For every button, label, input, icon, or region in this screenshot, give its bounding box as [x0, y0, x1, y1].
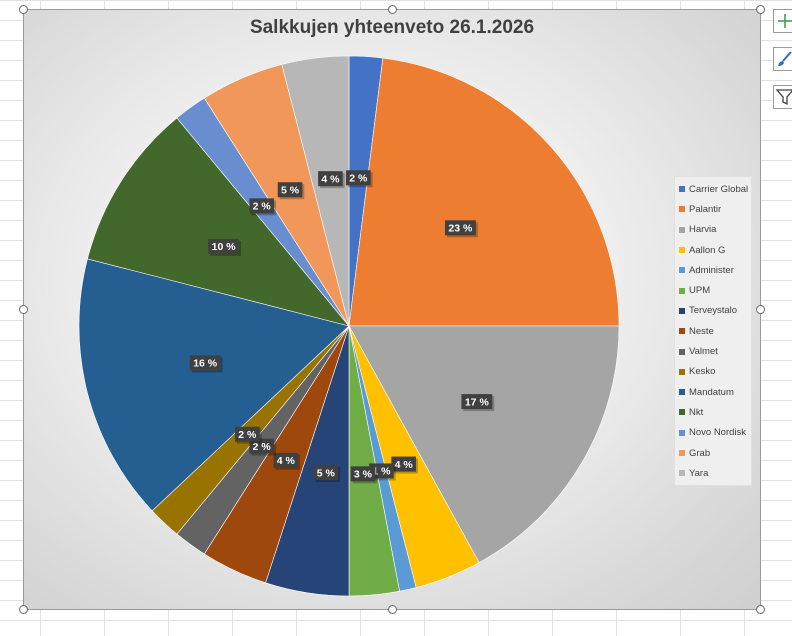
data-label-aallon-g[interactable]: 4 %	[391, 456, 418, 474]
legend-item-grab[interactable]: Grab	[679, 443, 751, 463]
legend-swatch	[679, 328, 685, 335]
legend-swatch	[679, 429, 685, 436]
legend-label: Aallon G	[689, 244, 726, 256]
data-label-harvia[interactable]: 17 %	[461, 394, 495, 412]
legend-swatch	[679, 409, 685, 416]
legend-swatch	[679, 368, 685, 375]
legend-item-yara[interactable]: Yara	[679, 463, 751, 483]
legend-label: Valmet	[689, 346, 718, 358]
data-label-mandatum[interactable]: 16 %	[189, 355, 223, 373]
legend-label: Yara	[689, 467, 709, 479]
legend-swatch	[679, 186, 685, 193]
legend-item-harvia[interactable]: Harvia	[679, 220, 751, 240]
legend-item-neste[interactable]: Neste	[679, 321, 751, 341]
data-label-kesko[interactable]: 2 %	[235, 426, 262, 444]
legend-swatch	[679, 226, 685, 233]
legend-swatch	[679, 389, 685, 396]
paintbrush-icon	[778, 51, 792, 66]
legend-label: Mandatum	[689, 386, 734, 398]
legend-label: Neste	[689, 325, 714, 337]
legend-label: Administer	[689, 264, 734, 276]
legend-swatch	[679, 450, 685, 456]
legend-label: Terveystalo	[689, 305, 738, 317]
legend-item-upm[interactable]: UPM	[679, 280, 751, 300]
legend-label: Palantir	[689, 203, 722, 215]
pie-slices	[78, 55, 620, 597]
data-label-terveystalo[interactable]: 5 %	[313, 465, 341, 483]
legend-item-carrier-global[interactable]: Carrier Global	[679, 179, 751, 199]
resize-handle-bottom-left[interactable]	[19, 605, 28, 614]
pie-slice-palantir[interactable]	[348, 57, 620, 327]
svg-text:2 %: 2 %	[349, 173, 368, 185]
svg-text:3 %: 3 %	[354, 469, 373, 481]
svg-text:2 %: 2 %	[253, 441, 272, 453]
legend-label: Carrier Global	[689, 183, 749, 195]
chart-legend[interactable]: Carrier Global Palantir Harvia Aallon G Admi…	[674, 176, 752, 487]
data-label-valmet[interactable]: 2 %	[249, 438, 277, 456]
legend-label: Grab	[689, 447, 711, 459]
funnel-icon	[775, 89, 792, 106]
svg-text:23 %: 23 %	[448, 223, 473, 235]
svg-text:4 %: 4 %	[277, 455, 296, 467]
svg-text:16 %: 16 %	[193, 358, 218, 370]
legend-item-valmet[interactable]: Valmet	[679, 341, 751, 361]
data-label-yara[interactable]: 4 %	[318, 171, 345, 189]
chart-elements-button[interactable]	[773, 9, 792, 33]
resize-handle-top[interactable]	[388, 5, 397, 14]
svg-text:1 %: 1 %	[372, 466, 391, 478]
chart-title[interactable]: Salkkujen yhteenveto 26.1.2026	[249, 17, 535, 38]
legend-label: Kesko	[689, 366, 716, 378]
data-label-nkt[interactable]: 10 %	[208, 238, 242, 256]
legend-label: Nkt	[689, 406, 704, 418]
svg-text:10 %: 10 %	[212, 241, 237, 253]
pie-slice-nkt[interactable]	[87, 117, 350, 327]
data-labels: 2 %23 %17 %4 %1 %3 %5 %4 %2 %2 %16 %10 %…	[189, 170, 495, 484]
legend-swatch	[679, 267, 685, 274]
data-label-novo-nordisk[interactable]: 2 %	[249, 198, 277, 216]
legend-swatch	[679, 247, 685, 254]
resize-handle-bottom[interactable]	[388, 605, 397, 614]
legend-swatch	[679, 307, 685, 314]
legend-item-mandatum[interactable]: Mandatum	[679, 382, 751, 402]
chart-styles-button[interactable]	[773, 47, 792, 71]
svg-text:2 %: 2 %	[238, 429, 257, 441]
plus-icon	[778, 14, 792, 28]
legend-item-kesko[interactable]: Kesko	[679, 362, 751, 382]
data-label-grab[interactable]: 5 %	[277, 182, 305, 200]
resize-handle-bottom-right[interactable]	[756, 605, 765, 614]
legend-swatch	[679, 206, 685, 213]
svg-text:2 %: 2 %	[253, 201, 272, 213]
svg-text:4 %: 4 %	[321, 173, 340, 185]
legend-item-novo-nordisk[interactable]: Novo Nordisk	[679, 423, 751, 443]
data-label-carrier-global[interactable]: 2 %	[346, 170, 373, 188]
legend-item-administer[interactable]: Administer	[679, 260, 751, 280]
svg-text:4 %: 4 %	[395, 459, 414, 471]
legend-swatch	[679, 287, 685, 294]
svg-text:17 %: 17 %	[465, 396, 490, 408]
chart-filters-button[interactable]	[773, 85, 792, 109]
data-label-palantir[interactable]: 23 %	[444, 220, 478, 238]
pie-slice-yara[interactable]	[281, 55, 350, 327]
legend-item-nkt[interactable]: Nkt	[679, 402, 751, 422]
legend-item-aallon-g[interactable]: Aallon G	[679, 240, 751, 260]
legend-item-terveystalo[interactable]: Terveystalo	[679, 301, 751, 321]
svg-text:5 %: 5 %	[317, 467, 336, 479]
legend-swatch	[679, 470, 685, 477]
legend-label: UPM	[689, 285, 711, 297]
pie-slice-harvia[interactable]	[348, 325, 620, 564]
resize-handle-left[interactable]	[19, 305, 28, 314]
svg-text:5 %: 5 %	[281, 185, 300, 197]
data-label-upm[interactable]: 3 %	[350, 466, 378, 484]
resize-handle-top-right[interactable]	[756, 5, 765, 14]
legend-swatch	[679, 348, 685, 355]
pie-slice-mandatum[interactable]	[78, 258, 350, 512]
data-label-neste[interactable]: 4 %	[273, 452, 301, 470]
legend-label: Novo Nordisk	[689, 427, 747, 439]
legend-item-palantir[interactable]: Palantir	[679, 199, 751, 219]
resize-handle-right[interactable]	[756, 305, 765, 314]
legend-label: Harvia	[689, 224, 717, 236]
resize-handle-top-left[interactable]	[19, 5, 28, 14]
